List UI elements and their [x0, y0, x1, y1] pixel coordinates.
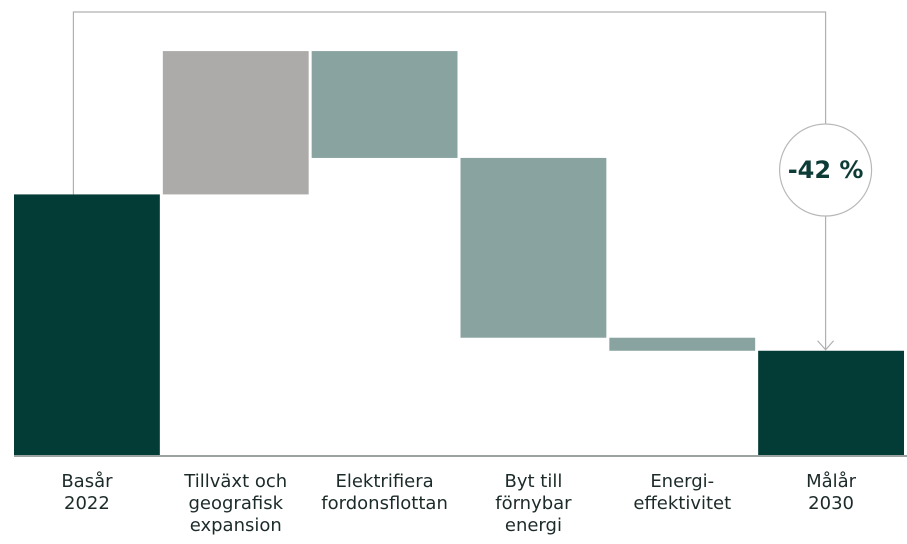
bar-6: [758, 350, 904, 455]
bars-layer: [14, 51, 904, 456]
badge-circle: [778, 123, 873, 217]
category-label-1: Basår 2022: [61, 471, 113, 514]
category-label-3: Elektrifiera fordonsflottan: [321, 471, 448, 514]
category-labels: Basår 2022 Tillväxt och geografisk expansion…: [61, 471, 856, 536]
reduction-badge: -42 %: [778, 123, 873, 217]
reduction-label: -42 %: [788, 156, 864, 184]
bar-2: [162, 51, 309, 195]
category-label-2: Tillväxt och geografisk expansion: [183, 471, 287, 536]
category-label-4: Byt till förnybar energi: [495, 471, 572, 536]
bar-1: [14, 194, 160, 456]
bar-4: [460, 157, 607, 338]
category-label-5: Energi-effektivitet: [633, 471, 731, 514]
category-label-6: Målår 2030: [806, 471, 857, 514]
bar-5: [609, 337, 756, 351]
bracket-arrowhead: [817, 340, 835, 351]
bar-3: [311, 51, 458, 158]
